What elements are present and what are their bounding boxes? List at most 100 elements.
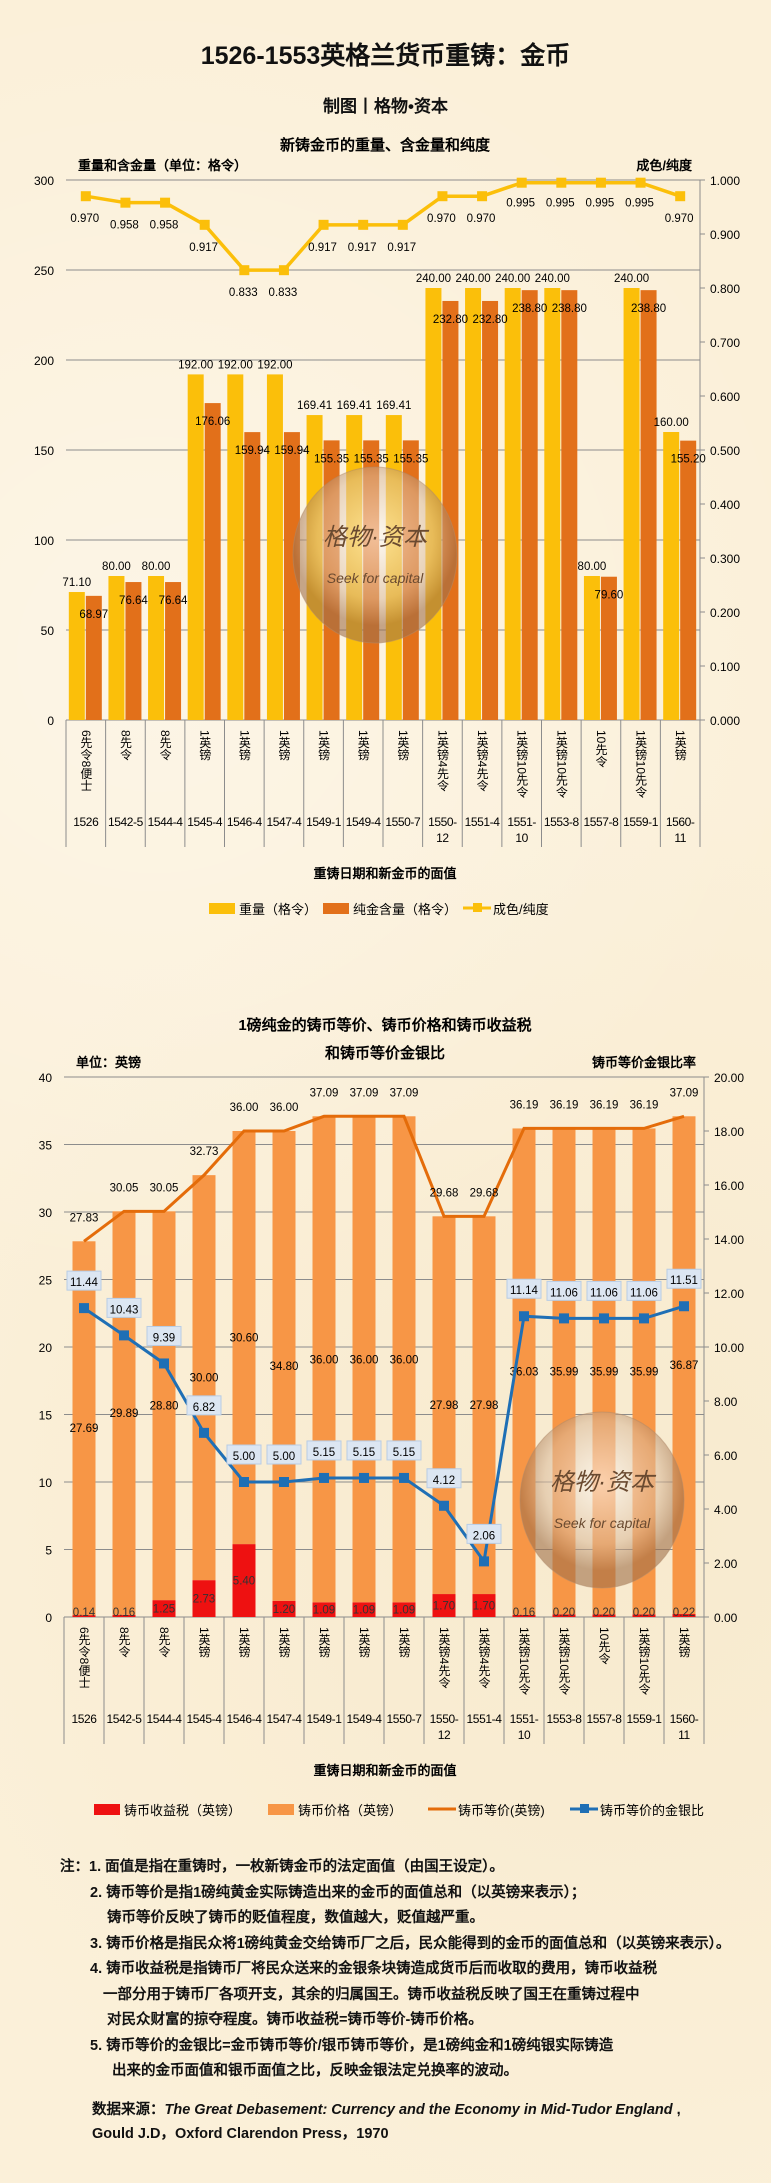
category-denomination: 1英镑 [237,1627,251,1658]
data-label-mint-equivalent: 36.19 [630,1099,659,1111]
data-label-fineness: 0.970 [427,213,456,225]
category-denomination: 1英镑 [198,730,212,761]
y-tick-label: 20 [39,1341,53,1355]
bar-seigniorage [512,1614,536,1617]
bar-gold-content [521,290,538,720]
y-tick-label: 0 [47,714,54,728]
point-fineness [160,197,171,208]
legend-swatch [209,903,235,914]
notes: 注：1. 面值是指在重铸时，一枚新铸金币的法定面值（由国王设定）。 2. 铸币等… [0,1855,771,2085]
y-tick-label: 250 [34,264,54,278]
y-axis-label: 重量和含金量（单位：格令） [78,158,247,173]
watermark-logo [292,466,458,644]
point-gold-silver-ratio [159,1358,169,1369]
watermark-text: 格物·资本 [550,1469,657,1496]
category-date: 1551-4 [465,815,501,829]
bar-seigniorage [352,1602,376,1617]
category-denomination: 1英镑4先令 [475,730,489,792]
data-label-mint-equivalent: 29.68 [470,1187,499,1199]
data-label-mint-price: 36.00 [390,1354,419,1366]
data-label-box-ratio [546,1280,582,1301]
bar-seigniorage [632,1614,656,1617]
legend-label: 成色/纯度 [493,902,549,917]
data-label-fineness: 0.917 [308,242,337,254]
legend-label: 铸币收益税（英镑） [124,1803,241,1818]
point-gold-silver-ratio [519,1311,529,1322]
data-label-seigniorage: 1.70 [473,1601,495,1613]
point-gold-silver-ratio [599,1313,609,1324]
bar-gold-content [85,595,102,720]
bar-gold-content [442,300,459,720]
data-label-mint-equivalent: 32.73 [190,1146,219,1158]
data-label-mint-price: 30.00 [190,1373,219,1385]
category-date: 1550- [430,1712,459,1726]
y2-tick-label: 14.00 [714,1233,744,1247]
bar-mint-price [152,1211,176,1601]
data-label-mint-price: 35.99 [630,1366,659,1378]
category-date-cont: 12 [436,831,449,845]
data-label-weight: 80.00 [578,561,607,573]
point-fineness [437,191,448,202]
data-label-weight: 169.41 [376,400,411,412]
category-denomination: 1英镑4先令 [477,1627,491,1689]
point-fineness [635,177,646,188]
data-label-fineness: 0.958 [150,220,179,232]
y-axis-label: 单位：英镑 [76,1055,141,1070]
data-label-mint-price: 35.99 [550,1366,579,1378]
watermark-tagline: Seek for capital [327,570,424,586]
bar-gold-content [600,576,617,720]
data-label-gold-silver-ratio: 11.14 [510,1285,539,1297]
data-label-box-ratio [186,1395,222,1416]
data-label-seigniorage: 0.20 [633,1607,655,1619]
data-label-mint-price: 36.87 [670,1360,699,1372]
category-date: 1557-8 [587,1712,623,1726]
data-label-mint-equivalent: 36.19 [550,1099,579,1111]
category-denomination: 8先令 [157,1627,171,1658]
category-date: 1545-4 [187,1712,223,1726]
data-label-box-ratio [346,1440,382,1461]
data-label-box-ratio [266,1444,302,1465]
data-label-seigniorage: 5.40 [233,1576,255,1588]
data-label-mint-price: 29.89 [110,1408,139,1420]
bar-seigniorage [312,1602,336,1617]
bar-weight [108,576,125,720]
x-axis-label: 重铸日期和新金币的面值 [313,1763,456,1778]
data-label-mint-price: 34.80 [270,1361,299,1373]
y-tick-label: 100 [34,534,54,548]
data-label-gold-content: 155.35 [314,453,349,465]
data-label-gold-content: 232.80 [433,314,468,326]
line-fineness [85,180,681,272]
category-date: 1550-7 [385,815,421,829]
data-label-gold-content: 159.94 [274,445,310,457]
data-label-mint-equivalent: 27.83 [70,1212,99,1224]
y2-axis-label: 铸币等价金银比率 [592,1055,696,1070]
data-label-weight: 240.00 [455,273,490,285]
data-label-mint-price: 28.80 [150,1401,179,1413]
y-tick-label: 10 [39,1476,53,1490]
point-gold-silver-ratio [199,1427,209,1438]
y2-tick-label: 20.00 [714,1071,744,1085]
category-denomination: 1英镑10先令 [634,730,648,799]
data-label-box-ratio [506,1278,542,1299]
bar-gold-content [244,432,261,720]
data-label-gold-silver-ratio: 11.06 [550,1287,578,1299]
category-date: 1560- [666,815,695,829]
data-label-mint-equivalent: 36.19 [510,1099,539,1111]
bar-seigniorage [152,1600,176,1617]
category-date-cont: 10 [515,831,528,845]
data-label-weight: 240.00 [535,273,570,285]
category-date: 1551- [507,815,536,829]
point-gold-silver-ratio [479,1556,489,1567]
chart-title: 1磅纯金的铸币等价、铸币价格和铸币收益税 [238,1016,531,1034]
point-fineness [199,219,210,230]
point-gold-silver-ratio [79,1303,89,1314]
bar-seigniorage [392,1602,416,1617]
point-fineness [516,177,527,188]
y-tick-label: 0 [45,1611,52,1625]
data-label-gold-content: 232.80 [472,314,507,326]
category-date: 1551- [510,1712,539,1726]
data-label-box-ratio [226,1444,262,1465]
category-date: 1549-4 [347,1712,383,1726]
